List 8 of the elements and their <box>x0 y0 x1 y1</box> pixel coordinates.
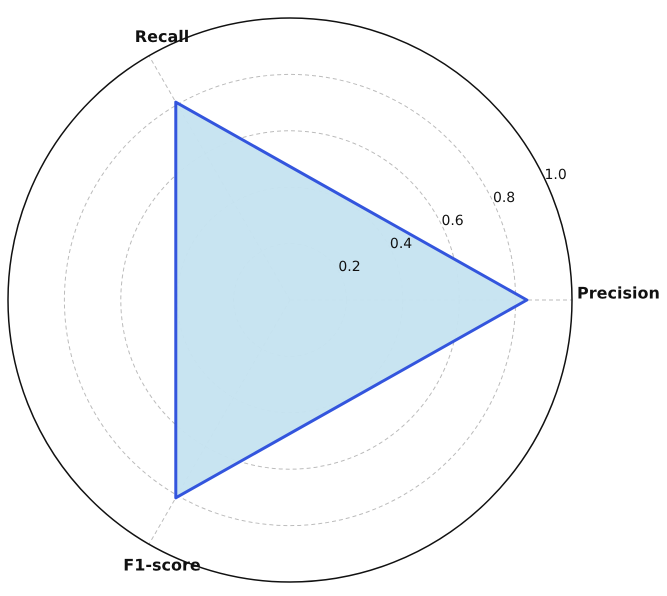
y-tick-label: 1.0 <box>544 167 567 184</box>
y-tick-label: 0.6 <box>441 213 464 230</box>
spoke-label: Recall <box>134 27 190 46</box>
y-tick-label: 0.2 <box>338 258 361 275</box>
spoke-label: F1-score <box>123 556 201 575</box>
spoke-label: Precision <box>577 283 660 302</box>
y-tick-label: 0.8 <box>492 190 516 206</box>
y-tick-label: 0.4 <box>390 236 412 252</box>
